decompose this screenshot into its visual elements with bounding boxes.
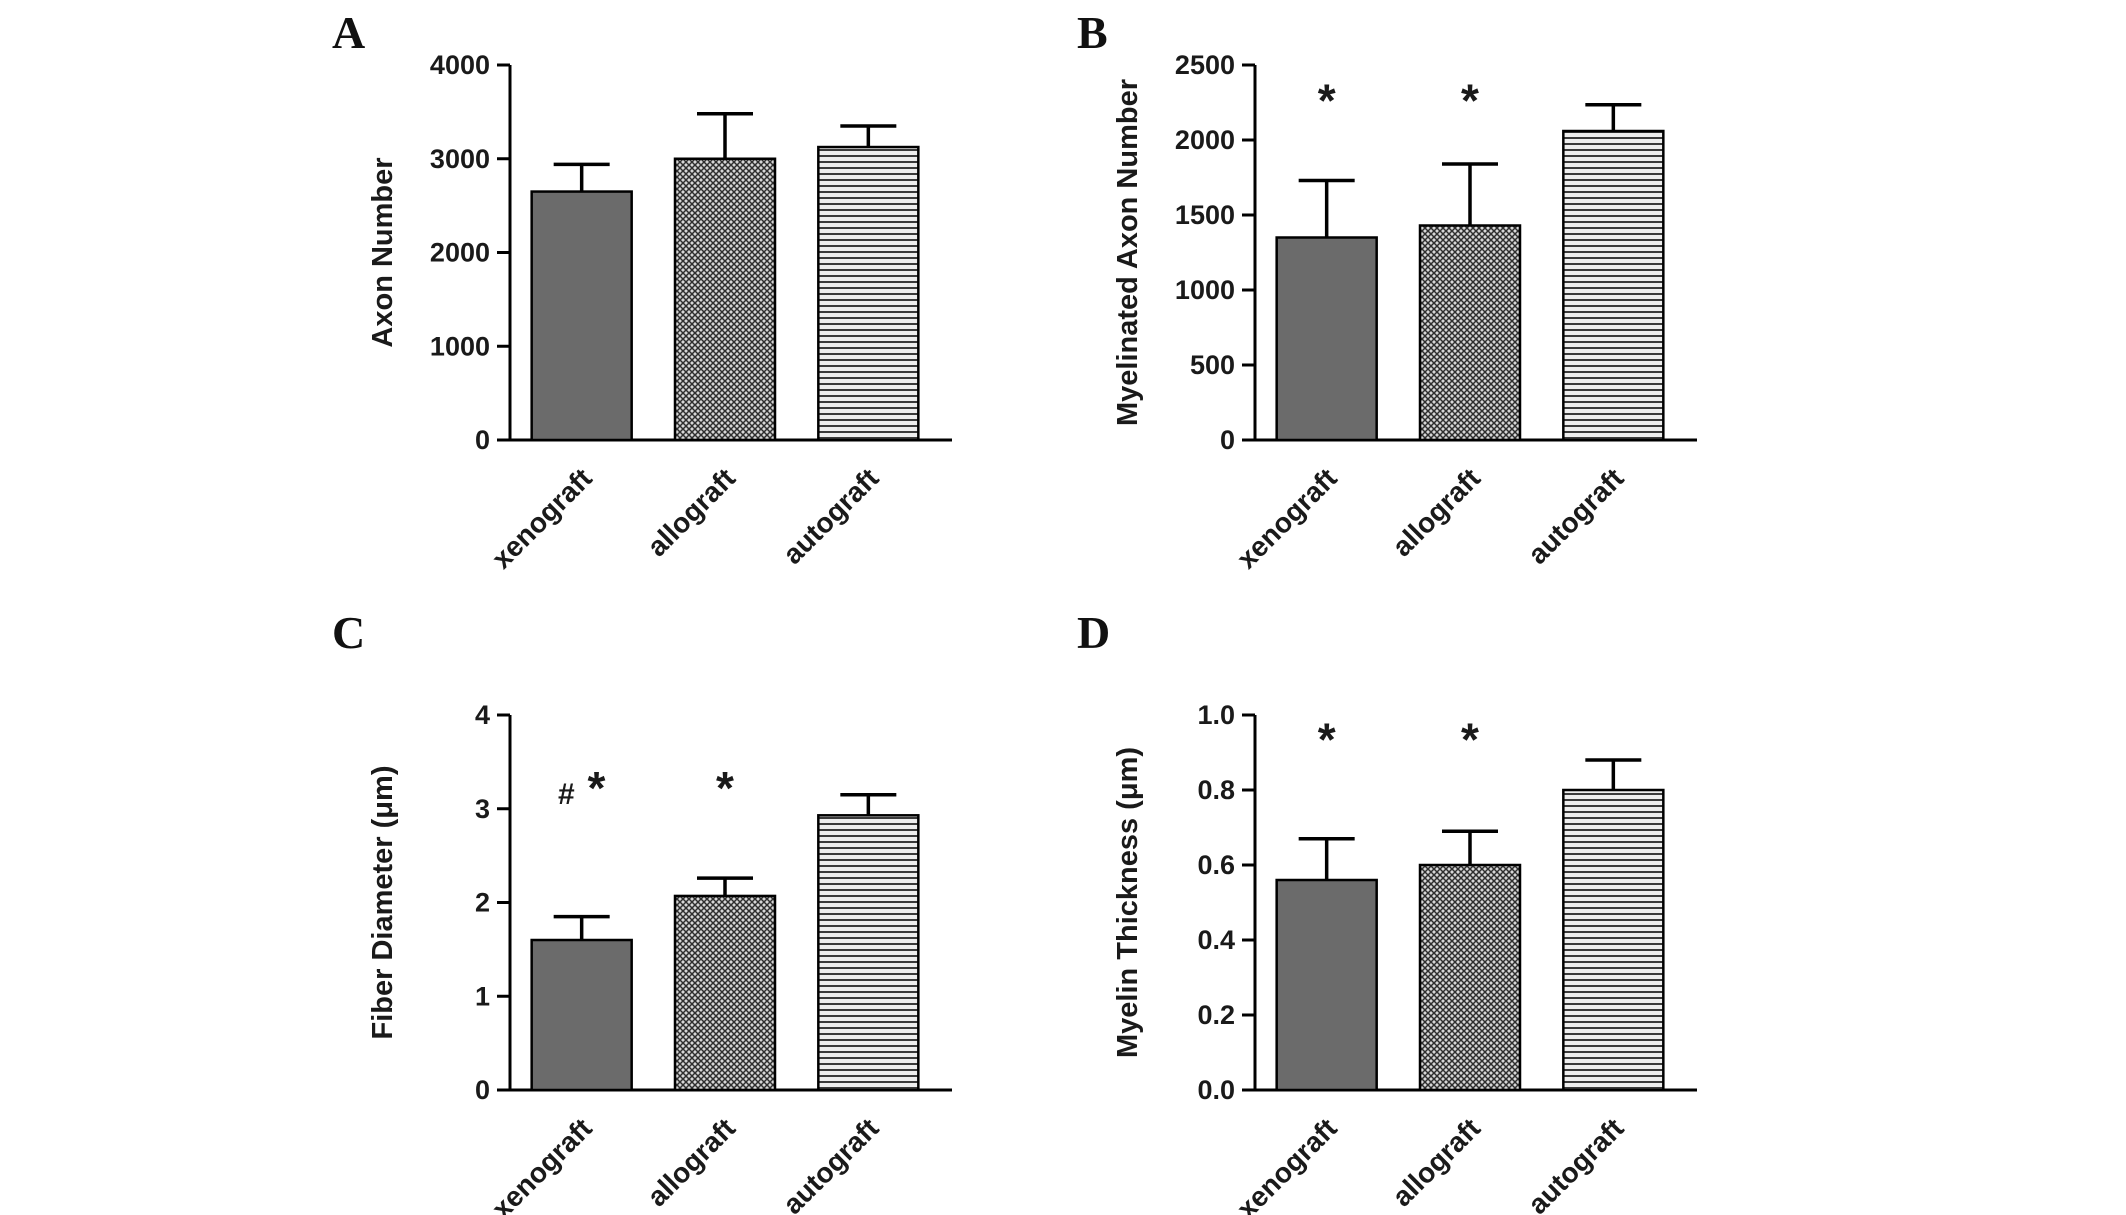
x-category-label: autograft [777,462,885,570]
x-category-label: xenograft [486,462,598,574]
x-category-label: autograft [1522,1112,1630,1215]
fiber-diameter-chart: 0 1 2 3 4 Fiber Diameter (μm) # * xenograft * all… [335,665,1035,1215]
y-tick-label: 0.2 [1197,1000,1235,1030]
bar-allograft [1418,863,1522,1092]
x-category-label: allograft [641,462,741,562]
y-tick-label: 3000 [430,144,490,174]
bar-allograft [673,894,777,1092]
y-tick-label: 2000 [430,238,490,268]
significance-marker: # * [558,762,605,814]
bar-allograft [1418,224,1522,442]
bar-autograft [1562,129,1665,442]
panel-label-c: C [332,607,366,658]
bar-chart-svg-d: 0.0 0.2 0.4 0.6 0.8 1.0 Myelin Thickness (μm) *… [1112,700,1697,1215]
y-tick-label: 0 [1220,425,1235,455]
y-tick-label: 0 [475,1075,490,1105]
y-tick-label: 0.8 [1197,775,1235,805]
x-category-label: xenograft [486,1112,598,1215]
bar-autograft [817,145,920,442]
bar-chart-svg-b: 0 500 1000 1500 2000 2500 Myelinated Axon Numb… [1112,50,1697,574]
x-category-label: allograft [1386,1112,1486,1212]
panel-b: B 0 500 1000 1500 2000 2500 Myelinated Axon Nu… [1055,10,1800,610]
y-tick-label: 1000 [1175,275,1235,305]
significance-marker: * [716,762,734,814]
panel-d: D 0.0 0.2 0.4 0.6 0.8 1.0 Myelin Thickness (μm… [1055,610,1800,1215]
myelin-thickness-chart: 0.0 0.2 0.4 0.6 0.8 1.0 Myelin Thickness (μm) *… [1080,665,1780,1215]
x-category-label: xenograft [1231,1112,1343,1215]
y-tick-label: 2500 [1175,50,1235,80]
y-axis-title: Axon Number [367,157,399,347]
panel-label-a: A [332,7,366,58]
axon-number-chart: 0 1000 2000 3000 4000 Axon Number xenograft all… [335,15,1035,600]
y-tick-label: 4 [475,700,490,730]
y-tick-label: 3 [475,794,490,824]
x-category-label: autograft [777,1112,885,1215]
x-category-label: autograft [1522,462,1630,570]
x-category-label: allograft [641,1112,741,1212]
y-tick-label: 500 [1190,350,1235,380]
significance-marker: * [1461,713,1479,765]
y-tick-label: 1.0 [1197,700,1235,730]
significance-marker: * [1461,75,1479,127]
y-axis-title: Myelin Thickness (μm) [1112,747,1144,1058]
x-category-label: allograft [1386,462,1486,562]
y-axis-title: Myelinated Axon Number [1112,79,1144,426]
bar-autograft [1562,788,1665,1092]
x-category-label: xenograft [1231,462,1343,574]
panel-c: C 0 1 2 3 4 Fiber Diameter (μm) # * xenograft * a… [310,610,1055,1215]
bar-xenograft [530,938,633,1092]
y-tick-label: 1500 [1175,200,1235,230]
panel-label-d: D [1077,607,1111,658]
bar-autograft [817,814,920,1092]
significance-marker: * [1318,75,1336,127]
y-tick-label: 1000 [430,331,490,361]
bar-chart-svg-a: 0 1000 2000 3000 4000 Axon Number xenograft all… [367,50,952,574]
bar-xenograft [1275,236,1378,442]
bar-allograft [673,157,777,442]
panel-a: A 0 1000 2000 3000 4000 Axon Number xenograft a… [310,10,1055,610]
y-tick-label: 2 [475,888,490,918]
y-tick-label: 0.6 [1197,850,1235,880]
significance-marker: * [1318,713,1336,765]
four-panel-bar-figure: A 0 1000 2000 3000 4000 Axon Number xenograft a… [310,10,1800,1215]
y-tick-label: 0.0 [1197,1075,1235,1105]
y-axis-title: Fiber Diameter (μm) [367,766,399,1040]
y-tick-label: 2000 [1175,125,1235,155]
y-tick-label: 0.4 [1197,925,1235,955]
y-tick-label: 1 [475,981,490,1011]
myelinated-axon-number-chart: 0 500 1000 1500 2000 2500 Myelinated Axon Numb… [1080,15,1780,600]
bar-xenograft [1275,878,1378,1092]
bar-xenograft [530,190,633,442]
bar-chart-svg-c: 0 1 2 3 4 Fiber Diameter (μm) # * xenograft * all… [367,700,952,1215]
panel-label-b: B [1077,7,1108,58]
y-tick-label: 4000 [430,50,490,80]
y-tick-label: 0 [475,425,490,455]
